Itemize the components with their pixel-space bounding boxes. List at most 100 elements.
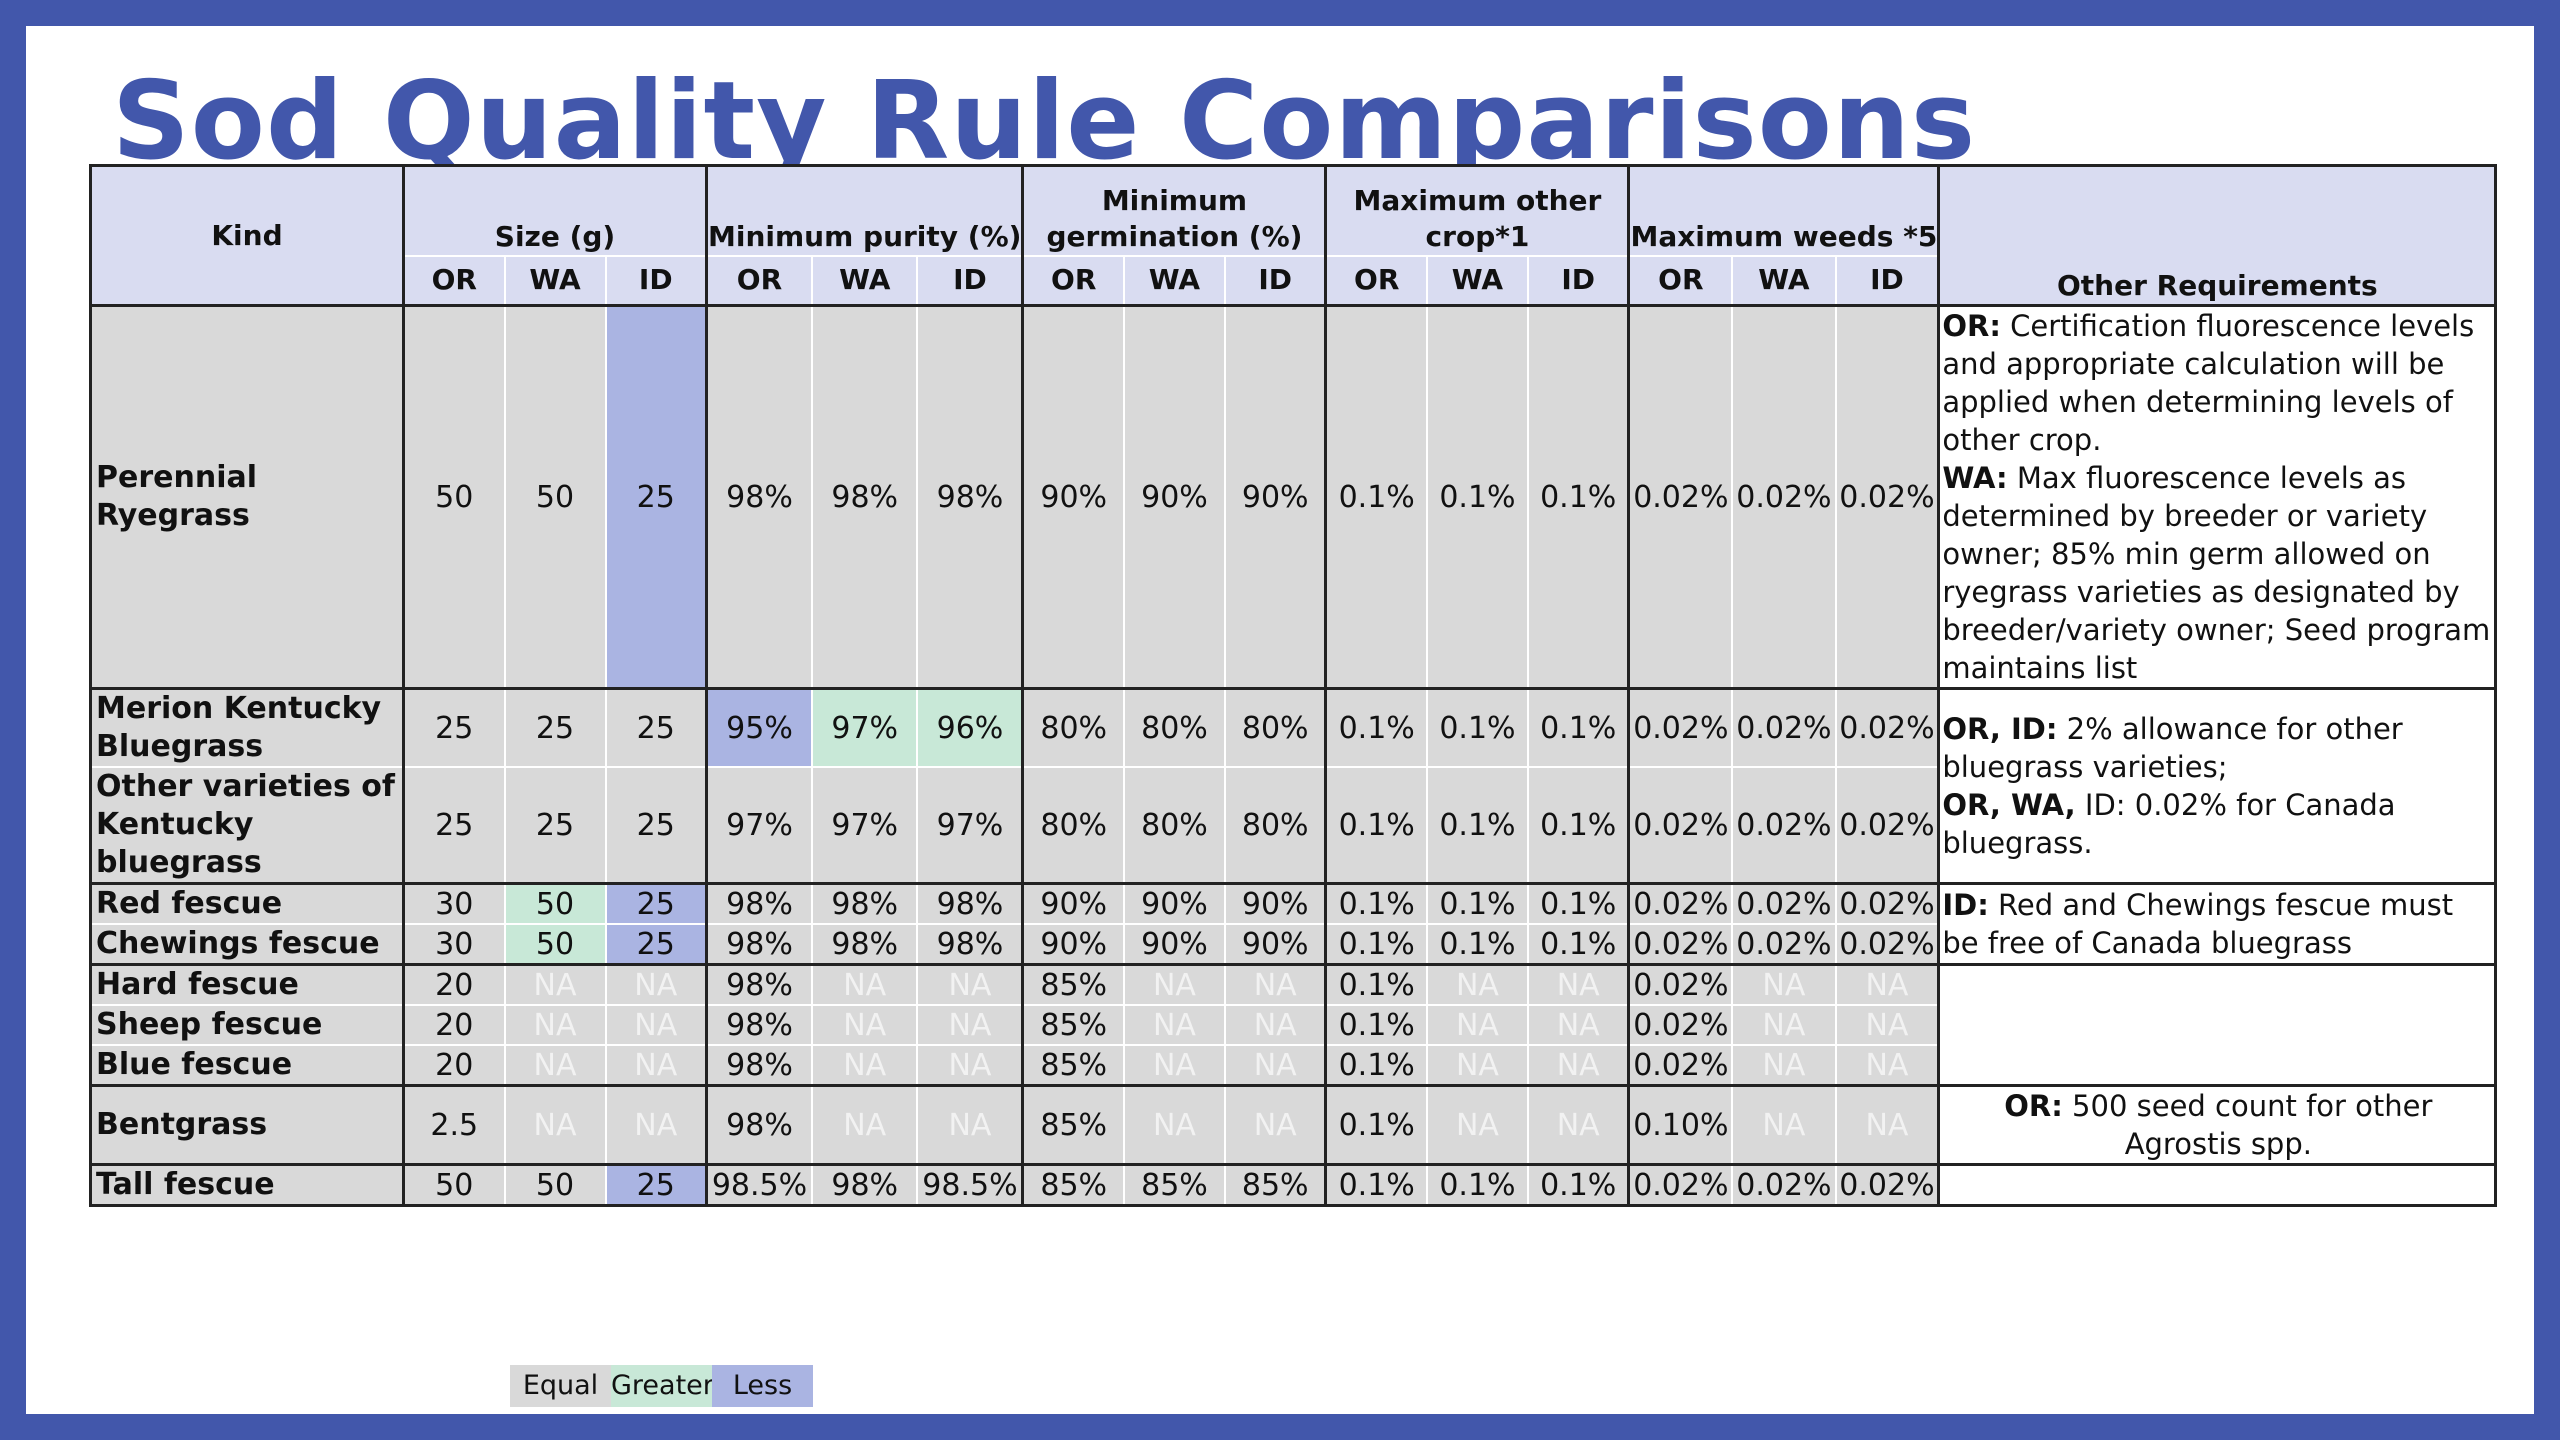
value-cell: 80% <box>1122 766 1226 885</box>
row-kind: Red fescue <box>89 882 405 925</box>
value-cell: NA <box>1425 1004 1529 1046</box>
value-cell: 0.02% <box>1834 304 1940 690</box>
value-cell: NA <box>1731 1044 1837 1087</box>
row-kind: Chewings fescue <box>89 923 405 966</box>
page-title: Sod Quality Rule Comparisons <box>112 59 1977 184</box>
value-cell: NA <box>1223 1084 1327 1166</box>
value-cell: NA <box>1834 963 1940 1006</box>
value-cell: NA <box>1223 963 1327 1006</box>
value-cell: 0.02% <box>1627 687 1734 768</box>
header-state-wa: WA <box>810 254 919 307</box>
value-cell: 80% <box>1021 766 1125 885</box>
header-other-crop-line1: Maximum other <box>1353 183 1602 217</box>
header-state-id: ID <box>1834 254 1940 307</box>
value-cell: 96% <box>916 687 1024 768</box>
table-row: Other varieties of Kentucky bluegrass 25 2… <box>89 766 2496 885</box>
value-cell: NA <box>1526 963 1630 1006</box>
value-cell: 98% <box>704 304 813 690</box>
value-cell: 98% <box>810 304 919 690</box>
value-cell: 98% <box>810 923 919 966</box>
value-cell: 0.1% <box>1324 1004 1428 1046</box>
value-cell: NA <box>810 963 919 1006</box>
value-cell: 0.1% <box>1425 923 1529 966</box>
requirement-text: Red and Chewings fescue must be free of … <box>1942 888 2454 960</box>
value-cell: NA <box>1122 1084 1226 1166</box>
value-cell: 0.02% <box>1627 1044 1734 1087</box>
value-cell: 50 <box>402 304 506 690</box>
value-cell: 0.02% <box>1834 1163 1940 1207</box>
value-cell: NA <box>916 1084 1024 1166</box>
value-cell: 0.1% <box>1526 882 1630 925</box>
other-requirements-cell <box>1937 1163 2498 1207</box>
value-cell: 98% <box>704 1084 813 1166</box>
row-kind: Other varieties of Kentucky bluegrass <box>89 766 405 885</box>
value-cell: 20 <box>402 963 506 1006</box>
value-cell: NA <box>1122 963 1226 1006</box>
value-cell: 25 <box>604 766 708 885</box>
value-cell: 0.02% <box>1731 687 1837 768</box>
value-cell: NA <box>1425 1084 1529 1166</box>
legend-equal: Equal <box>510 1365 611 1407</box>
value-cell: 2.5 <box>402 1084 506 1166</box>
value-cell: NA <box>1425 1044 1529 1087</box>
row-kind: Bentgrass <box>89 1084 405 1166</box>
value-cell: 98% <box>704 1044 813 1087</box>
value-cell: 80% <box>1223 687 1327 768</box>
value-cell: NA <box>916 963 1024 1006</box>
value-cell: 0.1% <box>1526 687 1630 768</box>
header-other-crop: Maximum other crop*1 <box>1324 164 1630 257</box>
value-cell: NA <box>916 1004 1024 1046</box>
value-cell: 0.10% <box>1627 1084 1734 1166</box>
header-other-crop-line2: crop*1 <box>1425 219 1530 253</box>
value-cell: 0.02% <box>1627 1163 1734 1207</box>
value-cell: 85% <box>1021 1044 1125 1087</box>
table-row: Perennial Ryegrass 50 50 25 98% 98% 98% 90% 90% 9… <box>89 304 2498 690</box>
value-cell: 0.1% <box>1425 304 1529 690</box>
value-cell: 98% <box>916 304 1024 690</box>
requirement-label: OR, WA, <box>1942 788 2076 822</box>
value-cell: NA <box>1122 1004 1226 1046</box>
value-cell: 0.02% <box>1731 923 1837 966</box>
value-cell: 30 <box>402 882 506 925</box>
value-cell: 20 <box>402 1004 506 1046</box>
value-cell: 0.02% <box>1627 766 1734 885</box>
value-cell: 90% <box>1021 304 1125 690</box>
value-cell: NA <box>1731 963 1837 1006</box>
requirement-label: WA: <box>1942 461 2008 495</box>
requirement-text: Certification fluorescence levels and ap… <box>1942 309 2475 457</box>
value-cell: NA <box>1526 1044 1630 1087</box>
header-state-or: OR <box>1021 254 1125 307</box>
requirement-text: 2% allowance for other bluegrass varieti… <box>1942 712 2403 784</box>
requirement-text: Max fluorescence levels as determined by… <box>1942 461 2491 685</box>
row-kind: Tall fescue <box>89 1163 405 1207</box>
value-cell: 0.1% <box>1425 687 1529 768</box>
value-cell: 0.02% <box>1627 1004 1734 1046</box>
header-state-or: OR <box>1324 254 1428 307</box>
table-row: Hard fescue 20 NA NA 98% NA NA 85% NA NA 0.1% NA NA 0… <box>89 963 2498 1087</box>
requirement-label: OR: <box>1942 309 2001 343</box>
value-cell: 0.02% <box>1627 963 1734 1006</box>
value-cell: 98% <box>704 1004 813 1046</box>
row-kind: Merion Kentucky Bluegrass <box>89 687 405 768</box>
value-cell: 97% <box>916 766 1024 885</box>
value-cell: 0.1% <box>1526 923 1630 966</box>
value-cell: 0.1% <box>1425 766 1529 885</box>
value-cell: 0.1% <box>1324 687 1428 768</box>
value-cell: 98% <box>704 963 813 1006</box>
value-cell: NA <box>1223 1044 1327 1087</box>
value-cell: 0.1% <box>1526 1163 1630 1207</box>
row-kind: Hard fescue <box>89 963 405 1006</box>
value-cell: 85% <box>1021 963 1125 1006</box>
header-kind: Kind <box>89 164 405 307</box>
requirement-label: OR, ID: <box>1942 712 2058 746</box>
value-cell: 25 <box>503 687 607 768</box>
value-cell: 90% <box>1122 304 1226 690</box>
header-state-id: ID <box>1526 254 1630 307</box>
value-cell: NA <box>1223 1004 1327 1046</box>
row-kind: Sheep fescue <box>89 1004 405 1046</box>
value-cell: 0.1% <box>1425 1163 1529 1207</box>
table-row: Chewings fescue 30 50 25 98% 98% 98% 90% 90% 90% 0… <box>89 923 2496 966</box>
value-cell: NA <box>1834 1044 1940 1087</box>
value-cell: 20 <box>402 1044 506 1087</box>
table-row: Blue fescue 20 NA NA 98% NA NA 85% NA NA 0.1% NA NA 0… <box>89 1044 2496 1087</box>
